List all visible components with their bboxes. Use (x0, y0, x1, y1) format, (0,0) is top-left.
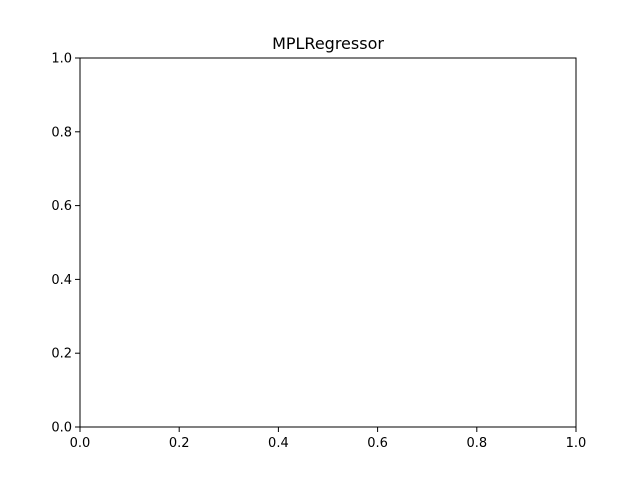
x-tick-label: 0.4 (268, 436, 289, 451)
x-tick-label: 1.0 (566, 436, 587, 451)
y-axis-ticks: 0.0 0.2 0.4 0.6 0.8 1.0 (51, 52, 80, 436)
y-tick-label: 0.0 (51, 421, 72, 436)
y-tick-label: 0.4 (51, 273, 72, 288)
x-tick-label: 0.2 (169, 436, 190, 451)
plot-frame (79, 57, 577, 428)
x-tick-label: 0.8 (466, 436, 487, 451)
x-axis-ticks: 0.0 0.2 0.4 0.6 0.8 1.0 (70, 427, 587, 451)
x-tick-label: 0.0 (70, 436, 91, 451)
y-tick-label: 0.6 (51, 199, 72, 214)
y-tick-label: 1.0 (51, 52, 72, 67)
chart-title: MPLRegressor (272, 34, 384, 53)
y-tick-label: 0.2 (51, 347, 72, 362)
x-tick-label: 0.6 (367, 436, 388, 451)
y-tick-label: 0.8 (51, 125, 72, 140)
